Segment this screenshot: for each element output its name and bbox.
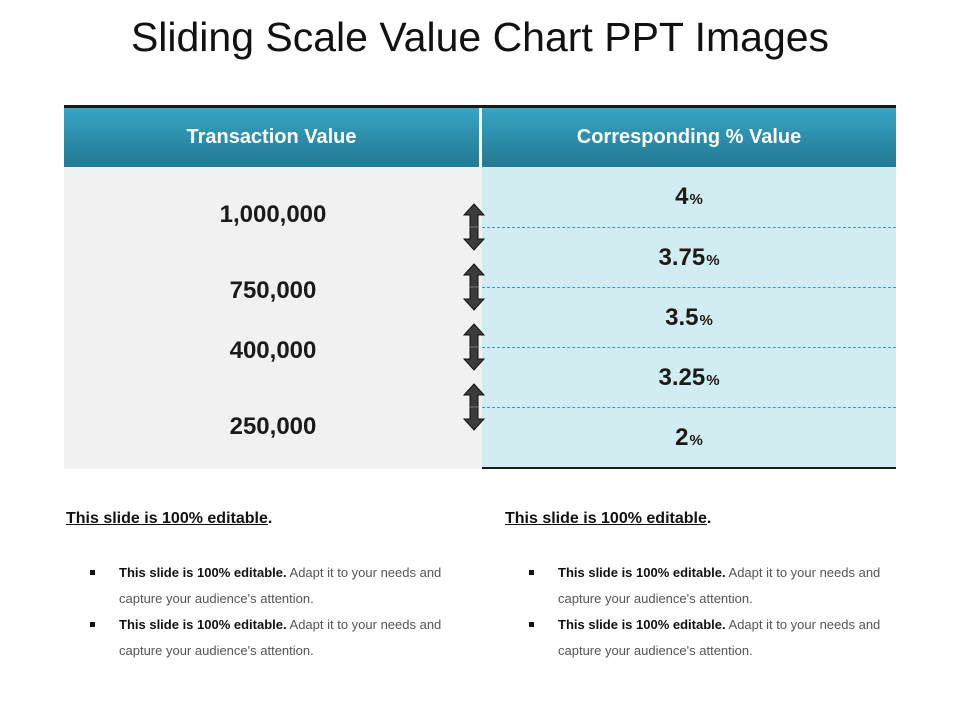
percent-number: 2 [675,424,689,451]
bullet-list: This slide is 100% editable. Adapt it to… [66,560,466,664]
column-heading-period: . [706,510,712,527]
double-vertical-arrow-icon [462,263,486,311]
bullet-item: This slide is 100% editable. Adapt it to… [505,612,905,664]
bullet-icon [90,570,95,575]
bullet-bold: This slide is 100% editable. [558,565,726,580]
row-divider [482,347,896,348]
double-vertical-arrow-icon [462,383,486,431]
bullet-bold: This slide is 100% editable. [119,565,287,580]
bullet-bold: This slide is 100% editable. [119,617,287,632]
bullet-text: Adapt it to your needs and capture your … [119,565,442,606]
percent-number: 3.25 [658,364,706,391]
bullet-icon [529,622,534,627]
bullet-list: This slide is 100% editable. Adapt it to… [505,560,905,664]
sliding-scale-table: Transaction Value Corresponding % Value … [64,105,896,469]
transaction-value: 750,000 [229,277,317,304]
column-heading-period: . [267,510,273,527]
row-divider [482,227,896,228]
transaction-value: 400,000 [229,337,317,364]
column-heading-text: This slide is 100% editable [66,510,268,527]
table-header: Transaction Value Corresponding % Value [64,105,896,167]
transaction-value: 250,000 [229,413,317,440]
text-column-left: This slide is 100% editable. This slide … [66,510,466,658]
text-column-right: This slide is 100% editable. This slide … [505,510,905,658]
percent-value: 3.5% [482,288,896,348]
bullet-text: Adapt it to your needs and capture your … [558,565,881,606]
double-vertical-arrow-icon [462,323,486,371]
bullet-icon [90,622,95,627]
percent-value: 3.75% [482,228,896,288]
percent-suffix: % [706,371,720,389]
transaction-value: 1,000,000 [219,201,327,228]
column-heading-text: This slide is 100% editable [505,510,707,527]
row-divider [482,407,896,408]
bullet-bold: This slide is 100% editable. [558,617,726,632]
percent-suffix: % [689,190,703,208]
percent-suffix: % [706,251,720,269]
column-heading: This slide is 100% editable. [66,510,272,528]
bullet-icon [529,570,534,575]
header-transaction-value: Transaction Value [64,108,479,167]
percent-suffix: % [689,431,703,449]
column-heading: This slide is 100% editable. [505,510,711,528]
bullet-item: This slide is 100% editable. Adapt it to… [505,560,905,612]
header-percent-value: Corresponding % Value [482,108,896,167]
transaction-values-column: 1,000,000 750,000 400,000 250,000 [64,167,482,469]
percent-number: 4 [675,183,689,210]
percent-value: 4% [482,167,896,227]
bullet-item: This slide is 100% editable. Adapt it to… [66,560,466,612]
percent-number: 3.75 [658,244,706,271]
percent-values-column: 4% 3.75% 3.5% 3.25% 2% [482,167,896,469]
percent-value: 3.25% [482,348,896,408]
bullet-item: This slide is 100% editable. Adapt it to… [66,612,466,664]
row-divider [482,287,896,288]
double-vertical-arrow-icon [462,203,486,251]
slide-title: Sliding Scale Value Chart PPT Images [130,14,830,60]
percent-value: 2% [482,408,896,468]
percent-number: 3.5 [665,304,699,331]
bullet-text: Adapt it to your needs and capture your … [558,617,881,658]
bullet-text: Adapt it to your needs and capture your … [119,617,442,658]
percent-suffix: % [699,311,713,329]
